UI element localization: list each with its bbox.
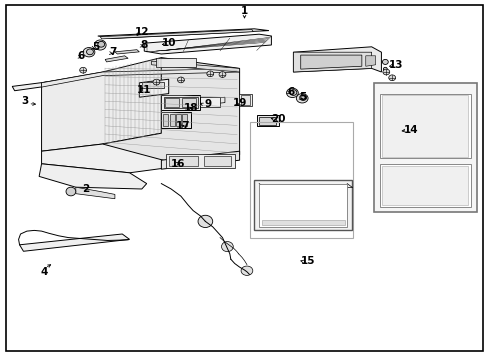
Ellipse shape bbox=[177, 77, 184, 83]
Text: 1: 1 bbox=[241, 6, 247, 16]
Bar bbox=[163, 97, 198, 108]
Polygon shape bbox=[300, 55, 361, 69]
Polygon shape bbox=[259, 184, 346, 227]
Ellipse shape bbox=[286, 88, 298, 98]
Text: 5: 5 bbox=[92, 42, 99, 52]
Polygon shape bbox=[261, 220, 344, 225]
Ellipse shape bbox=[86, 49, 93, 55]
Polygon shape bbox=[39, 164, 146, 189]
Ellipse shape bbox=[388, 75, 395, 81]
Polygon shape bbox=[139, 79, 168, 97]
Bar bbox=[168, 156, 198, 166]
Bar bbox=[259, 117, 276, 125]
Text: 5: 5 bbox=[299, 92, 306, 102]
Polygon shape bbox=[12, 79, 71, 91]
Text: 20: 20 bbox=[271, 114, 285, 124]
Ellipse shape bbox=[153, 79, 160, 85]
Text: 10: 10 bbox=[161, 38, 176, 48]
Text: 11: 11 bbox=[137, 85, 151, 95]
Bar bbox=[250, 122, 352, 238]
Polygon shape bbox=[365, 56, 375, 66]
Text: 13: 13 bbox=[388, 60, 403, 70]
Text: 8: 8 bbox=[141, 40, 147, 50]
Polygon shape bbox=[115, 50, 139, 54]
Bar bbox=[256, 115, 278, 126]
Ellipse shape bbox=[289, 90, 296, 95]
Bar bbox=[161, 112, 190, 128]
Bar bbox=[238, 94, 252, 106]
Ellipse shape bbox=[66, 187, 76, 196]
Bar bbox=[182, 114, 187, 126]
Ellipse shape bbox=[80, 67, 86, 73]
Polygon shape bbox=[76, 187, 115, 199]
Text: 15: 15 bbox=[300, 256, 315, 266]
Ellipse shape bbox=[299, 95, 306, 100]
Polygon shape bbox=[161, 151, 239, 169]
Text: 16: 16 bbox=[171, 159, 185, 169]
Polygon shape bbox=[105, 56, 128, 62]
Ellipse shape bbox=[241, 266, 252, 275]
Bar bbox=[166, 154, 234, 168]
Polygon shape bbox=[20, 234, 129, 251]
Polygon shape bbox=[41, 68, 239, 87]
Polygon shape bbox=[151, 61, 239, 72]
Ellipse shape bbox=[383, 67, 386, 71]
Bar bbox=[165, 98, 179, 107]
Polygon shape bbox=[100, 30, 253, 39]
Polygon shape bbox=[173, 97, 224, 108]
Text: 17: 17 bbox=[176, 121, 190, 131]
Text: 19: 19 bbox=[232, 98, 246, 108]
Text: 6: 6 bbox=[287, 87, 294, 97]
Text: 4: 4 bbox=[40, 267, 48, 277]
Bar bbox=[142, 82, 163, 88]
Bar bbox=[182, 98, 195, 107]
Text: 18: 18 bbox=[183, 103, 198, 113]
Ellipse shape bbox=[219, 72, 225, 77]
Bar bbox=[380, 94, 470, 158]
Text: 7: 7 bbox=[108, 47, 116, 57]
Polygon shape bbox=[382, 95, 468, 157]
Polygon shape bbox=[41, 144, 183, 173]
Ellipse shape bbox=[83, 48, 95, 57]
Text: 9: 9 bbox=[204, 99, 211, 109]
Polygon shape bbox=[382, 166, 468, 205]
Text: 3: 3 bbox=[21, 96, 28, 106]
Ellipse shape bbox=[206, 71, 213, 77]
Text: 2: 2 bbox=[82, 184, 89, 194]
Polygon shape bbox=[293, 47, 381, 72]
Ellipse shape bbox=[94, 40, 106, 50]
Bar bbox=[161, 95, 200, 110]
Bar bbox=[373, 83, 476, 212]
Ellipse shape bbox=[296, 94, 307, 103]
Bar bbox=[204, 156, 231, 166]
Ellipse shape bbox=[198, 215, 212, 228]
Ellipse shape bbox=[382, 69, 389, 75]
Ellipse shape bbox=[382, 59, 387, 64]
Bar bbox=[156, 58, 195, 67]
Bar bbox=[176, 114, 181, 126]
Bar bbox=[240, 95, 250, 105]
Bar bbox=[163, 114, 168, 126]
Bar bbox=[176, 97, 220, 107]
Polygon shape bbox=[102, 58, 239, 166]
Text: 14: 14 bbox=[403, 125, 417, 135]
Polygon shape bbox=[98, 29, 268, 39]
Bar bbox=[254, 180, 351, 230]
Bar bbox=[380, 164, 470, 207]
Text: 6: 6 bbox=[77, 51, 84, 61]
Bar bbox=[169, 114, 174, 126]
Polygon shape bbox=[144, 34, 271, 54]
Ellipse shape bbox=[98, 41, 104, 47]
Text: 12: 12 bbox=[134, 27, 149, 37]
Polygon shape bbox=[41, 58, 161, 151]
Ellipse shape bbox=[221, 242, 233, 252]
Polygon shape bbox=[293, 52, 371, 72]
